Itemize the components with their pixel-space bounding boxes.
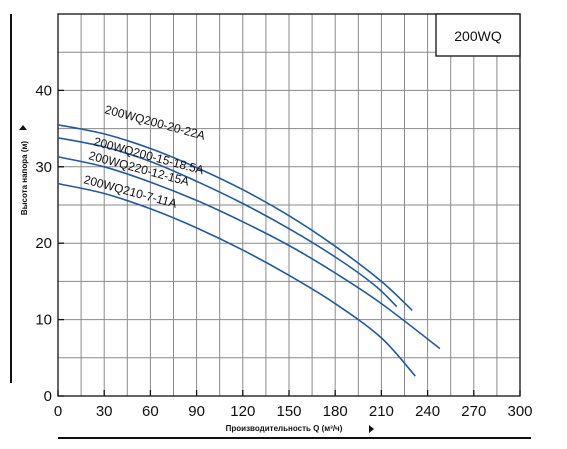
y-tick-label: 0: [44, 388, 52, 405]
series-line: [57, 124, 413, 311]
series-label: 200WQ200-20-22A: [103, 102, 207, 142]
x-tick-label: 60: [142, 403, 159, 420]
x-tick-label: 150: [276, 403, 301, 420]
series-labels: 200WQ200-20-22A200WQ200-15-18.5A200WQ220…: [82, 102, 207, 210]
grid-lines: [58, 14, 520, 396]
model-label: 200WQ: [454, 28, 502, 44]
y-tick-labels: 0 10 20 30 40: [35, 82, 64, 405]
x-axis-arrow-icon: [369, 425, 374, 433]
x-tick-label: 210: [369, 403, 394, 420]
x-tick-label: 0: [54, 403, 62, 420]
x-tick-label: 300: [507, 403, 532, 420]
series-line: [57, 182, 416, 377]
x-tick-label: 240: [415, 403, 440, 420]
y-tick-label: 30: [35, 159, 52, 176]
x-tick-label: 120: [230, 403, 255, 420]
series-line: [57, 156, 441, 350]
model-box: 200WQ: [435, 13, 521, 57]
x-axis-label: Производительность Q (м³/ч): [226, 424, 343, 433]
y-tick-label: 40: [35, 82, 52, 99]
x-tick-labels: 0 30 60 90 120 150 180 210 240 270 300: [54, 390, 533, 420]
model-box-frame: [435, 13, 521, 57]
y-tick-label: 10: [35, 312, 52, 329]
y-tick-label: 20: [35, 235, 52, 252]
x-tick-label: 90: [188, 403, 205, 420]
x-tick-label: 270: [461, 403, 486, 420]
series-line: [57, 137, 398, 308]
y-axis-arrow-icon: [19, 125, 27, 130]
x-tick-label: 180: [323, 403, 348, 420]
y-axis-label: Высота напора (м): [20, 141, 29, 215]
x-tick-label: 30: [96, 403, 113, 420]
series-curves: [57, 124, 441, 377]
